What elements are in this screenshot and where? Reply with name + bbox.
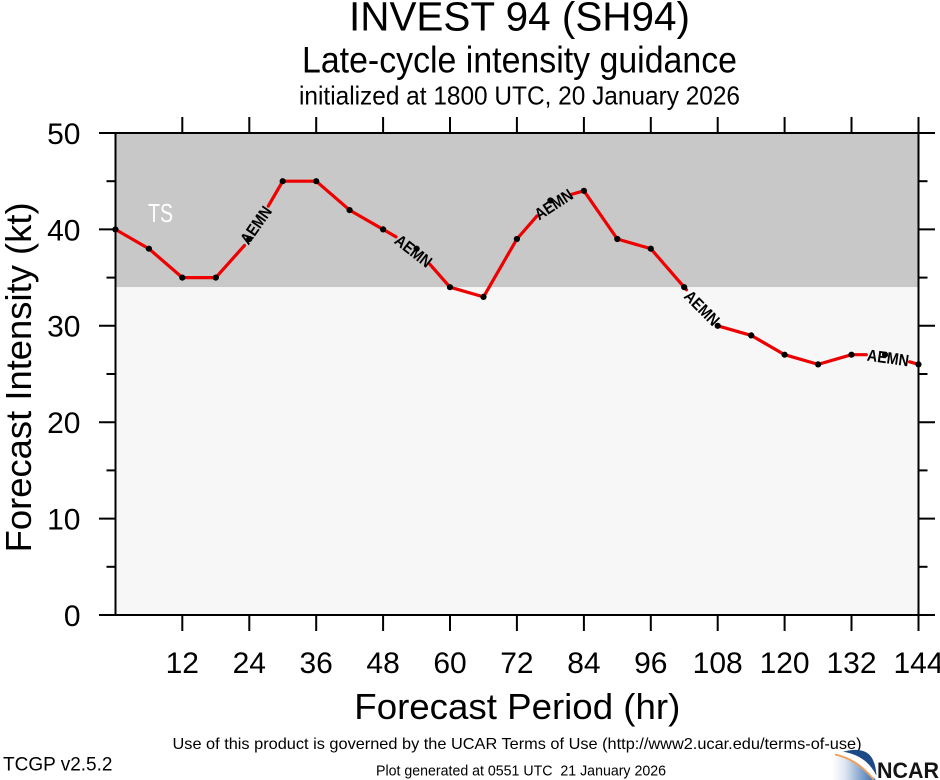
svg-text:Forecast Intensity (kt): Forecast Intensity (kt) [0,202,39,552]
svg-text:AEMN: AEMN [866,347,910,371]
svg-text:48: 48 [366,647,399,680]
svg-text:50: 50 [47,118,80,151]
svg-text:36: 36 [300,647,333,680]
svg-text:0: 0 [64,600,81,633]
svg-text:132: 132 [826,647,876,680]
svg-text:initialized at 1800 UTC, 20 Ja: initialized at 1800 UTC, 20 January 2026 [299,81,740,111]
svg-text:TS: TS [148,198,173,228]
svg-text:108: 108 [693,647,743,680]
svg-text:12: 12 [166,647,199,680]
svg-text:Forecast Period (hr): Forecast Period (hr) [354,686,680,727]
svg-text:84: 84 [567,647,600,680]
svg-text:TCGP v2.5.2: TCGP v2.5.2 [3,755,112,776]
svg-text:Plot generated at 0551 UTC 21: Plot generated at 0551 UTC 21 January 20… [376,762,666,779]
svg-text:40: 40 [47,214,80,247]
svg-text:60: 60 [433,647,466,680]
svg-text:24: 24 [233,647,266,680]
svg-text:Use of this product is governe: Use of this product is governed by the U… [173,736,862,753]
svg-text:NCAR: NCAR [877,758,939,780]
svg-text:20: 20 [47,407,80,440]
svg-text:72: 72 [500,647,533,680]
svg-text:10: 10 [47,504,80,537]
svg-text:144: 144 [893,647,940,680]
svg-text:Late-cycle intensity guidance: Late-cycle intensity guidance [302,39,737,80]
svg-text:30: 30 [47,311,80,344]
svg-text:96: 96 [634,647,667,680]
svg-text:INVEST 94 (SH94): INVEST 94 (SH94) [349,0,690,39]
svg-text:120: 120 [760,647,810,680]
